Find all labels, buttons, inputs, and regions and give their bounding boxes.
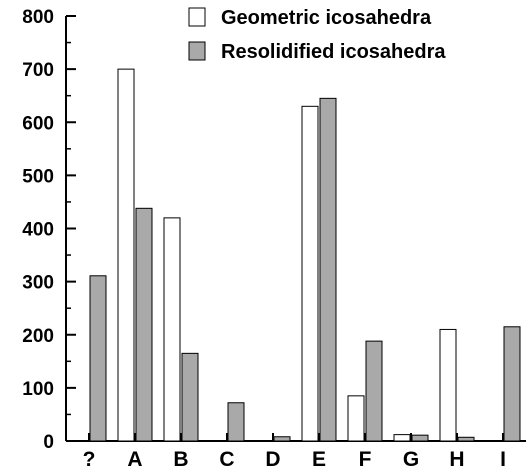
- bar-geometric: [393, 434, 411, 442]
- y-tick-label: 400: [22, 220, 54, 241]
- y-tick-label: 100: [22, 379, 54, 400]
- y-tick-label: 600: [22, 113, 54, 134]
- bar-resolidified: [365, 340, 383, 442]
- x-tick-label: A: [127, 448, 142, 470]
- bars: [89, 68, 521, 442]
- y-axis: 0 100 200 300 400 500 600 700 800: [22, 7, 76, 453]
- legend-label-resolidified: Resolidified icosahedra: [221, 41, 446, 63]
- x-tick-label: G: [403, 448, 419, 470]
- x-tick-label: I: [500, 448, 506, 470]
- bar-geometric: [439, 328, 457, 442]
- y-tick-label: 800: [22, 7, 54, 28]
- y-tick-label: 200: [22, 326, 54, 347]
- y-tick-label: 700: [22, 60, 54, 81]
- bar-geometric: [347, 395, 365, 442]
- y-tick-label: 300: [22, 273, 54, 294]
- bar-geometric: [117, 68, 135, 442]
- bar-resolidified: [457, 436, 475, 442]
- x-tick-label: C: [219, 448, 234, 470]
- x-tick-label: H: [449, 448, 464, 470]
- bar-resolidified: [319, 97, 337, 442]
- x-tick-label: ?: [83, 448, 96, 470]
- bar-resolidified: [181, 352, 199, 442]
- legend-label-geometric: Geometric icosahedra: [221, 7, 432, 29]
- y-tick-label: 0: [43, 432, 54, 453]
- x-axis: ? A B C D E F G H I: [66, 433, 526, 470]
- x-tick-label: B: [173, 448, 188, 470]
- bar-resolidified: [273, 436, 291, 442]
- bar-resolidified: [89, 275, 107, 442]
- x-tick-label: F: [359, 448, 372, 470]
- bar-resolidified: [135, 207, 153, 442]
- legend: Geometric icosahedra Resolidified icosah…: [188, 7, 446, 63]
- bar-geometric: [301, 105, 319, 442]
- bar-resolidified: [503, 326, 521, 442]
- bar-resolidified: [411, 434, 429, 442]
- bar-resolidified: [227, 402, 245, 442]
- x-tick-label: D: [265, 448, 280, 470]
- legend-swatch-geometric: [188, 7, 206, 27]
- x-tick-label: E: [312, 448, 326, 470]
- y-tick-label: 500: [22, 166, 54, 187]
- legend-swatch-resolidified: [188, 41, 206, 61]
- bar-geometric: [163, 217, 181, 442]
